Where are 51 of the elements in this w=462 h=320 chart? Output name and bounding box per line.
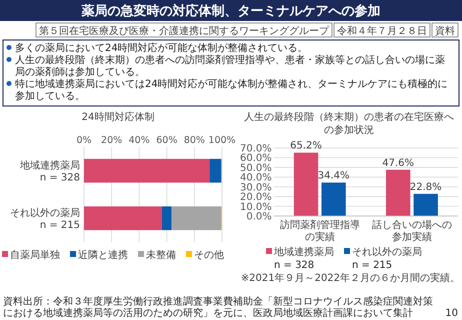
x-tick-label: 20%	[101, 135, 122, 146]
text: 令和４年７月２８日	[337, 25, 427, 37]
bar	[321, 182, 346, 216]
data-label: 22.8%	[410, 182, 442, 193]
x-tick-label: 話し合いの場への参加実績	[372, 219, 452, 243]
bar	[84, 158, 210, 183]
x-tick-label: 60%	[156, 135, 178, 146]
bar	[172, 206, 222, 230]
text: ※2021年９月～2022年２月の６か月間の実績。	[240, 272, 460, 284]
y-tick-label: 40.0%	[240, 172, 272, 184]
y-tick-label: 10.0%	[240, 202, 272, 213]
y-tick-label: 30.0%	[240, 182, 272, 194]
bar	[294, 152, 318, 216]
bar	[162, 206, 172, 230]
bar	[414, 194, 438, 216]
chart-title: 24時間対応体制	[82, 111, 154, 123]
y-tick-label: 20.0%	[240, 192, 272, 204]
text: 多くの薬局において24時間対応が可能な体制が整備されている。	[15, 42, 308, 54]
data-label: 47.6%	[382, 158, 414, 169]
x-tick-label: 40%	[128, 135, 150, 146]
legend-label: それ以外の薬局	[352, 246, 422, 258]
y-tick-label: 70.0%	[240, 144, 272, 154]
y-tick-label: 50.0%	[240, 162, 272, 174]
chart-title: 人生の最終段階（終末期）の患者の在宅医療への参加状況	[244, 111, 454, 136]
y-tick-label: 地域連携薬局 n = 328	[19, 159, 80, 184]
legend-label: 地域連携薬局	[273, 246, 334, 258]
x-tick-label: 訪問薬剤管理指導の実績	[280, 219, 360, 243]
bar	[386, 170, 410, 216]
text: 第５回在宅医療及び医療・介護連携に関するワーキンググループ	[39, 25, 330, 37]
data-label: 65.2%	[290, 140, 322, 152]
text: 資料	[435, 25, 455, 37]
text: n = 215	[352, 260, 392, 271]
x-tick-label: 0%	[76, 135, 92, 146]
text: 特に地域連携薬局においては24時間対応が可能な体制が整備され、ターミナルケアにも積極的に参加している。	[15, 78, 448, 102]
text: 薬局の急変時の対応体制、ターミナルケアへの参加	[80, 3, 380, 19]
legend-label: 近隣と連携	[78, 249, 128, 261]
x-tick-label: 80%	[184, 135, 205, 146]
legend-label: 未整備	[146, 249, 176, 261]
bar	[210, 158, 222, 183]
y-tick-label: 60.0%	[240, 153, 272, 164]
legend-label: 自薬局単独	[10, 249, 60, 261]
text: 10	[445, 308, 458, 319]
y-tick-label: 0.0%	[246, 212, 272, 222]
data-label: 34.4%	[318, 170, 350, 182]
text: 人生の最終段階（終末期）の患者への訪問薬剤管理指導や、患者・家族等との話し合いの場に薬局の薬剤師は参加している。	[15, 54, 445, 78]
text: n = 328	[274, 260, 314, 271]
legend-label: その他	[194, 249, 224, 261]
y-tick-label: それ以外の薬局 n = 215	[10, 206, 80, 231]
text: 資料出所：令和３年度厚生労働行政推進調査事業費補助金「新型コロナウイルス感染症関連対策における地域連携薬局等の活用のための研究」を元に、医政局地域医療計画課において集計	[3, 296, 433, 319]
x-tick-label: 100%	[208, 135, 236, 146]
bar	[84, 206, 162, 230]
